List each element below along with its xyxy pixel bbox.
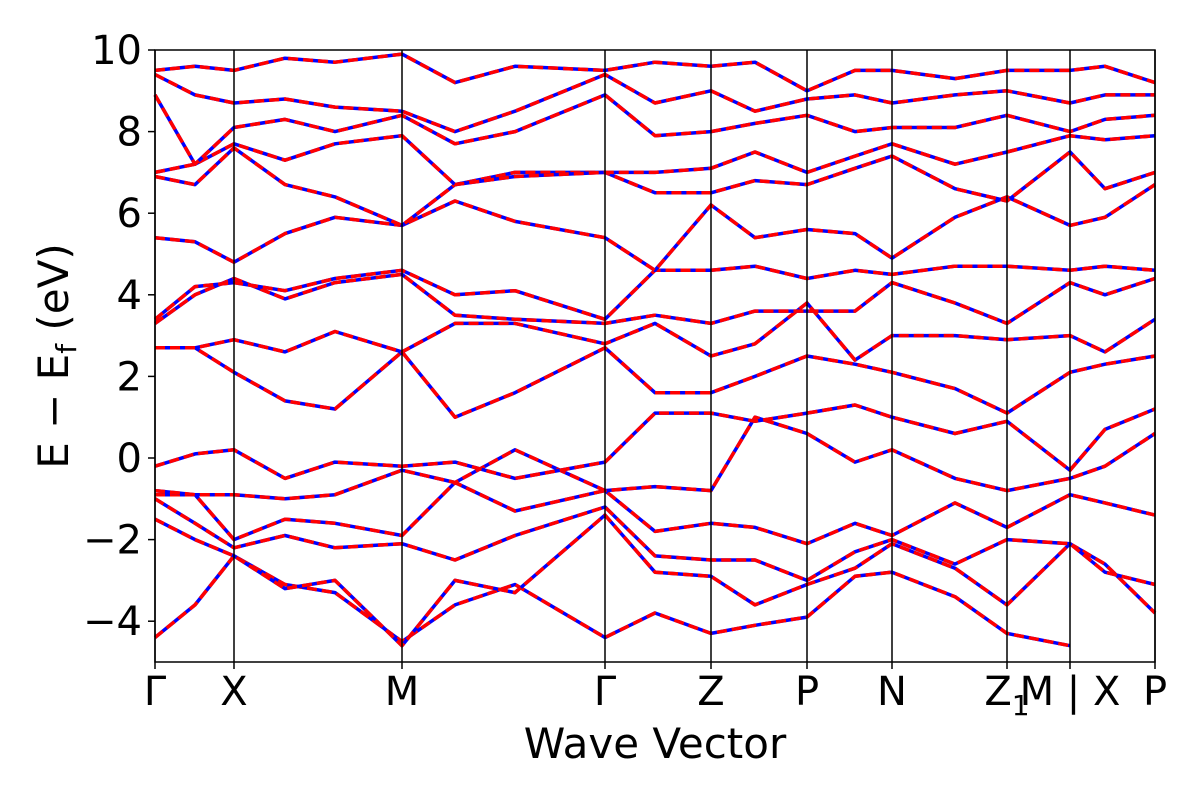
y-tick-label-5: 6 (117, 191, 142, 237)
band-5-red (154, 403, 1156, 481)
x-tick-label-main-8: M | X (1020, 669, 1121, 715)
y-tick-label-3: 2 (117, 354, 142, 400)
band-12-red (154, 133, 1156, 187)
band-4-blue (154, 415, 1156, 501)
x-tick-label-2: M (385, 669, 420, 715)
band-4-red (154, 415, 1156, 501)
plot-frame (154, 49, 1156, 663)
band-14-red (154, 72, 1155, 134)
band-10-red (154, 183, 1156, 273)
band-3-red (155, 480, 1156, 546)
y-tick-label-7: 10 (91, 28, 142, 74)
band-0-red (153, 554, 1071, 648)
x-tick-label-main-2: M (385, 669, 420, 715)
band-9-red (153, 264, 1156, 322)
x-tick-label-main-0: Γ (144, 669, 167, 715)
band-7-red (155, 301, 1156, 362)
band-12-blue (154, 133, 1156, 187)
band-11-red (154, 146, 1156, 228)
bands-layer (153, 52, 1157, 648)
x-tick-label-5: P (795, 669, 819, 715)
y-tick-label-4: 4 (117, 273, 142, 319)
x-tick-label-0: Γ (144, 669, 167, 715)
band-13-red (153, 93, 1156, 166)
y-tick-label-2: 0 (117, 436, 142, 482)
x-tick-label-main-4: Z (697, 669, 724, 715)
x-tick-label-main-5: P (795, 669, 819, 715)
x-tick-label-9: P (1143, 669, 1167, 715)
x-tick-label-main-9: P (1143, 669, 1167, 715)
x-axis-label: Wave Vector (524, 719, 787, 768)
band-6-blue (155, 346, 1156, 419)
band-6-red (155, 346, 1156, 419)
x-tick-label-main-7: Z (984, 669, 1011, 715)
band-11-blue (154, 146, 1156, 228)
band-5-blue (154, 403, 1156, 481)
band-7-blue (155, 301, 1156, 362)
y-axis-label: E − Ef (eV) (29, 243, 83, 469)
band-1-red (154, 513, 1157, 648)
y-tick-label-1: −2 (83, 518, 142, 564)
y-axis-label-sub: f (50, 343, 83, 354)
x-tick-label-7: Z1 (984, 669, 1029, 722)
band-1-blue (154, 513, 1157, 648)
x-tick-label-main-3: Γ (594, 669, 617, 715)
x-tick-label-main-6: N (877, 669, 907, 715)
band-15-red (154, 52, 1156, 93)
y-axis-label-unit: (eV) (29, 243, 78, 344)
x-tick-label-4: Z (697, 669, 724, 715)
y-axis-label-main: E − E (29, 354, 78, 469)
x-tick-label-sub-7: 1 (1012, 689, 1030, 722)
x-tick-label-3: Γ (594, 669, 617, 715)
x-tick-label-1: X (220, 669, 247, 715)
x-tick-label-6: N (877, 669, 907, 715)
x-tick-label-main-1: X (220, 669, 247, 715)
x-tick-label-8: M | X (1020, 669, 1121, 715)
band-2-red (154, 497, 1156, 587)
band-8-red (153, 272, 1156, 326)
y-tick-label-0: −4 (83, 599, 142, 645)
y-ticks: −4 −2 0 2 4 6 8 10 (83, 28, 155, 645)
y-tick-label-6: 8 (117, 110, 142, 156)
